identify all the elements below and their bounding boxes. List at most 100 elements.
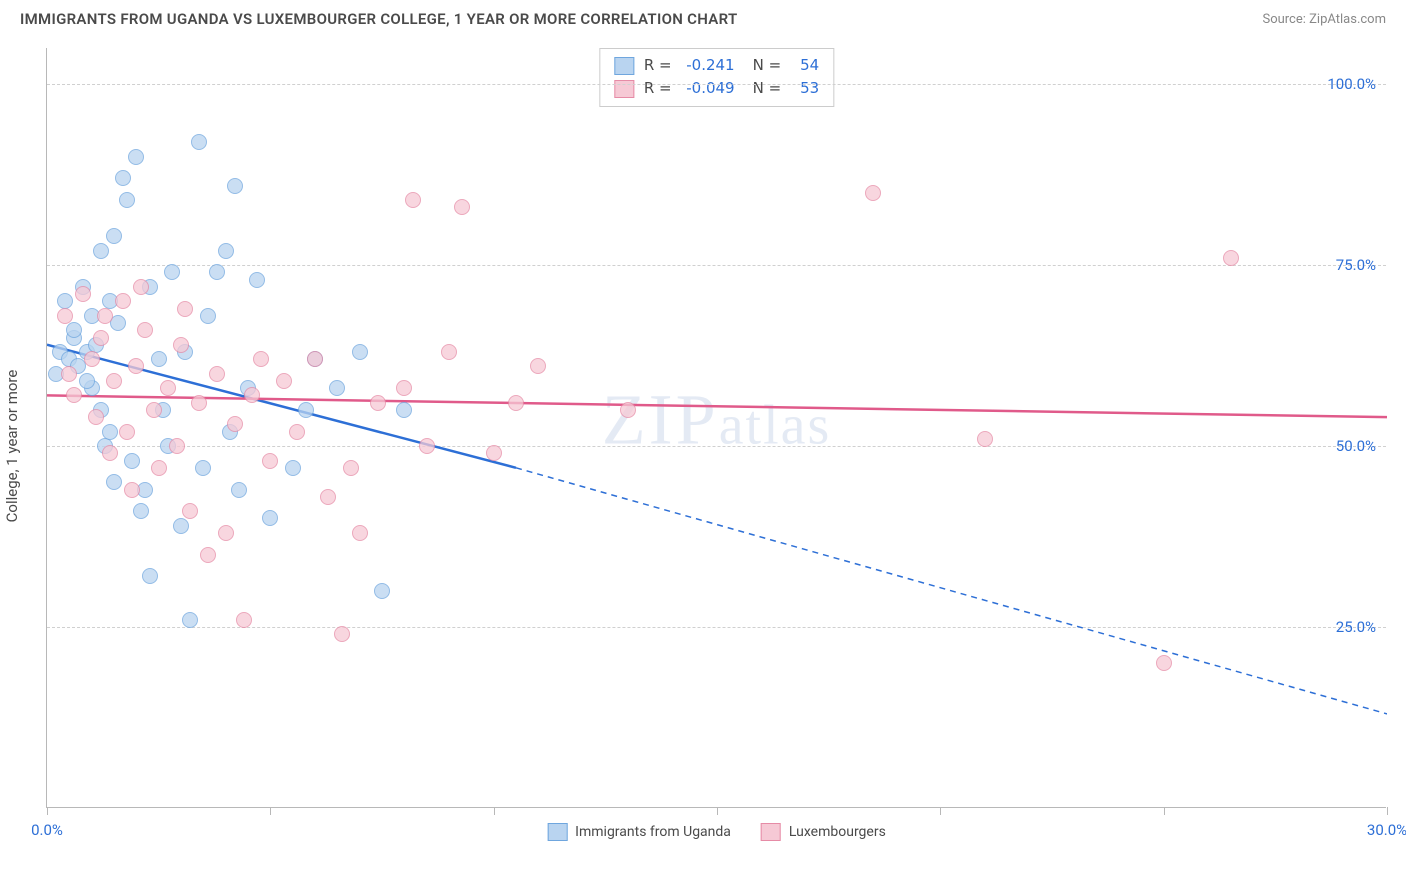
data-point-uganda: [151, 351, 167, 367]
data-point-luxembourg: [102, 445, 118, 461]
data-point-luxembourg: [419, 438, 435, 454]
data-point-luxembourg: [75, 286, 91, 302]
legend-label: Immigrants from Uganda: [575, 824, 731, 840]
x-tick: [270, 807, 271, 815]
r-value: -0.049: [680, 77, 735, 100]
n-value: 53: [789, 77, 819, 100]
x-tick: [1164, 807, 1165, 815]
trendlines-svg: [47, 48, 1387, 808]
data-point-luxembourg: [200, 547, 216, 563]
data-point-luxembourg: [244, 387, 260, 403]
data-point-uganda: [106, 474, 122, 490]
n-value: 54: [789, 54, 819, 77]
data-point-luxembourg: [343, 460, 359, 476]
legend: Immigrants from Uganda Luxembourgers: [547, 823, 886, 841]
data-point-luxembourg: [84, 351, 100, 367]
stats-row-uganda: R =-0.241N =54: [614, 54, 819, 77]
source-attribution: Source: ZipAtlas.com: [1262, 12, 1386, 27]
data-point-uganda: [106, 228, 122, 244]
x-tick: [47, 807, 48, 815]
data-point-uganda: [93, 243, 109, 259]
data-point-luxembourg: [61, 366, 77, 382]
data-point-uganda: [79, 373, 95, 389]
n-label: N =: [753, 54, 782, 77]
y-tick-label: 50.0%: [1336, 437, 1376, 455]
data-point-luxembourg: [227, 416, 243, 432]
data-point-luxembourg: [320, 489, 336, 505]
legend-swatch-uganda: [547, 823, 567, 841]
data-point-uganda: [209, 264, 225, 280]
data-point-luxembourg: [289, 424, 305, 440]
gridline: [47, 446, 1386, 447]
y-tick-label: 75.0%: [1336, 256, 1376, 274]
data-point-luxembourg: [508, 395, 524, 411]
data-point-luxembourg: [236, 612, 252, 628]
trendline-dashed-uganda: [516, 468, 1387, 714]
data-point-luxembourg: [530, 358, 546, 374]
watermark-big: ZIP: [602, 379, 719, 459]
data-point-uganda: [218, 243, 234, 259]
data-point-luxembourg: [137, 322, 153, 338]
data-point-uganda: [115, 170, 131, 186]
watermark-rest: atlas: [719, 394, 832, 456]
data-point-uganda: [133, 503, 149, 519]
x-tick: [1387, 807, 1388, 815]
watermark-text: ZIPatlas: [602, 378, 832, 461]
data-point-luxembourg: [405, 192, 421, 208]
data-point-uganda: [164, 264, 180, 280]
data-point-luxembourg: [66, 387, 82, 403]
y-axis-label: College, 1 year or more: [3, 370, 21, 523]
data-point-luxembourg: [88, 409, 104, 425]
stats-row-luxembourg: R =-0.049N =53: [614, 77, 819, 100]
data-point-luxembourg: [352, 525, 368, 541]
data-point-uganda: [298, 402, 314, 418]
data-point-luxembourg: [128, 358, 144, 374]
data-point-luxembourg: [620, 402, 636, 418]
data-point-luxembourg: [115, 293, 131, 309]
data-point-luxembourg: [1156, 655, 1172, 671]
swatch-luxembourg: [614, 80, 634, 98]
x-tick: [717, 807, 718, 815]
data-point-luxembourg: [396, 380, 412, 396]
data-point-uganda: [119, 192, 135, 208]
data-point-luxembourg: [977, 431, 993, 447]
data-point-uganda: [124, 453, 140, 469]
header: IMMIGRANTS FROM UGANDA VS LUXEMBOURGER C…: [0, 0, 1406, 36]
trendline-uganda: [47, 345, 516, 468]
data-point-uganda: [262, 510, 278, 526]
n-label: N =: [753, 77, 782, 100]
x-tick-label: 30.0%: [1367, 821, 1406, 839]
legend-item-uganda: Immigrants from Uganda: [547, 823, 731, 841]
r-label: R =: [644, 54, 672, 77]
scatter-chart: ZIPatlas R =-0.241N =54R =-0.049N =53 Im…: [46, 48, 1386, 808]
legend-swatch-luxembourg: [761, 823, 781, 841]
data-point-uganda: [227, 178, 243, 194]
data-point-uganda: [102, 424, 118, 440]
data-point-luxembourg: [160, 380, 176, 396]
data-point-luxembourg: [276, 373, 292, 389]
data-point-uganda: [200, 308, 216, 324]
legend-item-luxembourg: Luxembourgers: [761, 823, 886, 841]
data-point-luxembourg: [486, 445, 502, 461]
data-point-luxembourg: [334, 626, 350, 642]
chart-title: IMMIGRANTS FROM UGANDA VS LUXEMBOURGER C…: [20, 10, 738, 28]
correlation-stats-box: R =-0.241N =54R =-0.049N =53: [599, 48, 834, 107]
source-name: ZipAtlas.com: [1309, 12, 1386, 27]
data-point-luxembourg: [97, 308, 113, 324]
gridline: [47, 84, 1386, 85]
data-point-luxembourg: [865, 185, 881, 201]
data-point-luxembourg: [146, 402, 162, 418]
data-point-uganda: [374, 583, 390, 599]
data-point-uganda: [128, 149, 144, 165]
data-point-uganda: [396, 402, 412, 418]
x-tick: [940, 807, 941, 815]
data-point-uganda: [182, 612, 198, 628]
data-point-uganda: [249, 272, 265, 288]
data-point-uganda: [329, 380, 345, 396]
data-point-luxembourg: [191, 395, 207, 411]
data-point-uganda: [231, 482, 247, 498]
y-tick-label: 100.0%: [1327, 75, 1376, 93]
data-point-luxembourg: [106, 373, 122, 389]
data-point-luxembourg: [370, 395, 386, 411]
data-point-luxembourg: [169, 438, 185, 454]
